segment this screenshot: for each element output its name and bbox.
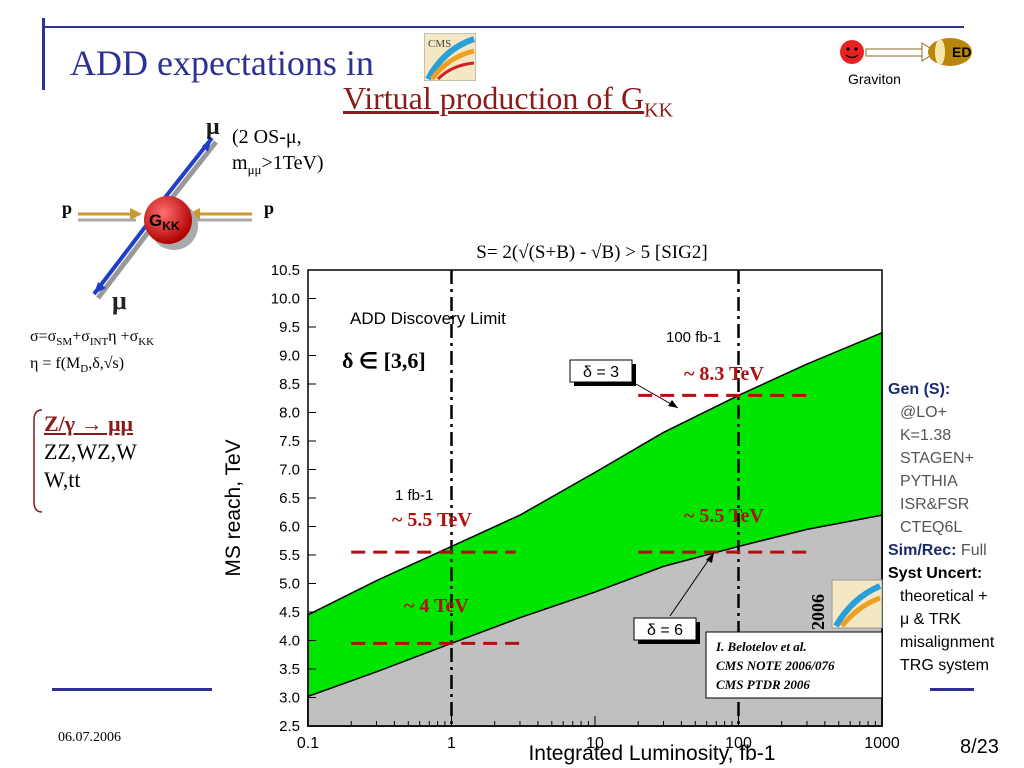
- cross-section-formula: σ=σSM+σINTη +σKK η = f(MD,δ,√s): [30, 326, 154, 380]
- year-label: 2006: [808, 594, 828, 630]
- analysis-details: Gen (S): @LO+ K=1.38 STAGEN+ PYTHIA ISR&FSR C…: [888, 378, 994, 677]
- syst-label: Syst Uncert:: [888, 565, 983, 582]
- gen-item-0: @LO+: [900, 404, 947, 421]
- reference-box: [705, 631, 883, 699]
- x-tick-label-4: 1000: [864, 735, 900, 752]
- x-tick-label-2: 10: [586, 735, 604, 752]
- x-tick-label-3: 100: [725, 735, 752, 752]
- gen-label: Gen (S):: [888, 381, 951, 398]
- cms-logo-icon: CMS: [424, 33, 476, 81]
- gen-item-5: CTEQ6L: [900, 519, 963, 536]
- y-tick-label-9: 7.0: [279, 462, 300, 479]
- delta-range-label: δ ∈ [3,6]: [342, 348, 426, 373]
- x-tick-label-0: 0.1: [297, 735, 319, 752]
- legend-delta3-box: [569, 359, 633, 383]
- y-tick-label-3: 4.0: [279, 633, 300, 650]
- cms-watermark-stroke: [833, 583, 882, 628]
- formula-line-1: σ=σSM+σINTη +σKK: [30, 328, 155, 349]
- simrec-label: Sim/Rec:: [888, 542, 957, 559]
- bracket-icon: [33, 409, 43, 513]
- y-tick-label-0: 2.5: [279, 718, 300, 735]
- legend-delta3-arrowhead: [668, 400, 678, 408]
- svg-text:GKK: GKK: [149, 211, 180, 233]
- page-title: ADD expectations in: [70, 43, 374, 83]
- footer-date: 06.07.2006: [58, 730, 121, 745]
- legend-delta6-pointer: [669, 551, 715, 617]
- syst-item-1: μ & TRK: [900, 611, 961, 628]
- y-tick-label-15: 10.0: [271, 291, 300, 308]
- legend-delta6-arrowhead: [706, 552, 714, 563]
- mu-bottom-label: μ: [112, 286, 127, 315]
- y-tick-label-6: 5.5: [279, 547, 300, 564]
- x-axis-label: Integrated Luminosity, fb-1: [528, 742, 775, 765]
- y-tick-label-10: 7.5: [279, 433, 300, 450]
- background-tertiary: W,tt: [44, 467, 81, 492]
- discovery-limit-label: ADD Discovery Limit: [350, 309, 506, 328]
- y-tick-label-14: 9.5: [279, 319, 300, 336]
- gkk-production-diagram: GKK: [78, 136, 252, 300]
- footer-rule-right: [930, 688, 974, 691]
- svg-text:ED: ED: [952, 44, 971, 60]
- formula-line-2: η = f(MD,δ,√s): [30, 355, 125, 376]
- gen-item-2: STAGEN+: [900, 450, 974, 467]
- svg-text:CMS: CMS: [428, 38, 451, 50]
- mu-top-label: μ: [206, 114, 220, 140]
- legend-delta6-box: [633, 617, 697, 641]
- footer-rule-left: [52, 688, 212, 691]
- ms-reach-chart: 2.5 3.0 3.5 4.0 4.5 5.0 5.5 6.0 6.5 7.0 7.5 8.0 8.5 9…: [222, 242, 900, 765]
- graviton-icon: ED Graviton: [840, 38, 972, 87]
- background-primary: Z/γ → μμ: [44, 411, 134, 436]
- x-tick-label-1: 1: [447, 735, 456, 752]
- y-tick-label-13: 9.0: [279, 348, 300, 365]
- reference-line-1: I. Belotelov et al.: [715, 639, 807, 654]
- y-tick-label-1: 3.0: [279, 690, 300, 707]
- cms-watermark-stroke: [840, 595, 881, 628]
- y-tick-label-8: 6.5: [279, 490, 300, 507]
- proton-right-label: p: [264, 198, 275, 218]
- page-number: 8/23: [960, 736, 999, 758]
- gen-item-3: PYTHIA: [900, 473, 958, 490]
- legend-delta6-label: δ = 6: [647, 622, 683, 639]
- y-tick-label-5: 5.0: [279, 576, 300, 593]
- background-secondary: ZZ,WZ,W: [44, 439, 137, 464]
- gen-item-4: ISR&FSR: [900, 496, 970, 513]
- reach-label-83: ~ 8.3 TeV: [684, 363, 764, 385]
- syst-item-2: misalignment: [900, 634, 995, 651]
- lumi-1-label: 1 fb-1: [395, 487, 433, 504]
- header-rule: [42, 26, 964, 28]
- simrec-value: Full: [960, 542, 987, 559]
- y-tick-label-12: 8.5: [279, 376, 300, 393]
- y-tick-label-4: 4.5: [279, 604, 300, 621]
- reach-label-55-right: ~ 5.5 TeV: [684, 505, 764, 527]
- reach-label-4: ~ 4 TeV: [404, 595, 469, 617]
- lumi-100-label: 100 fb-1: [666, 329, 721, 346]
- chart-title: S= 2(√(S+B) - √B) > 5 [SIG2]: [476, 242, 707, 263]
- syst-item-0: theoretical +: [900, 588, 988, 605]
- syst-item-3: TRG system: [900, 657, 989, 674]
- y-axis-label: MS reach, TeV: [222, 439, 245, 576]
- y-tick-label-7: 6.0: [279, 519, 300, 536]
- proton-left-label: p: [62, 198, 73, 218]
- y-tick-label-16: 10.5: [271, 262, 300, 279]
- reach-label-55-left: ~ 5.5 TeV: [392, 509, 472, 531]
- slide-subtitle: Virtual production of GKK: [343, 80, 674, 122]
- y-tick-label-11: 8.0: [279, 405, 300, 422]
- mu-top-note: (2 OS-μ, mμμ>1TeV): [232, 126, 324, 177]
- svg-text:Graviton: Graviton: [848, 71, 901, 87]
- legend-delta3-label: δ = 3: [583, 364, 619, 381]
- y-tick-label-2: 3.5: [279, 661, 300, 678]
- reference-line-3: CMS PTDR 2006: [716, 677, 810, 692]
- gen-item-1: K=1.38: [900, 427, 952, 444]
- reference-line-2: CMS NOTE 2006/076: [716, 658, 835, 673]
- background-processes: Z/γ → μμ ZZ,WZ,W W,tt: [44, 410, 137, 494]
- header-accent-bar: [42, 18, 45, 90]
